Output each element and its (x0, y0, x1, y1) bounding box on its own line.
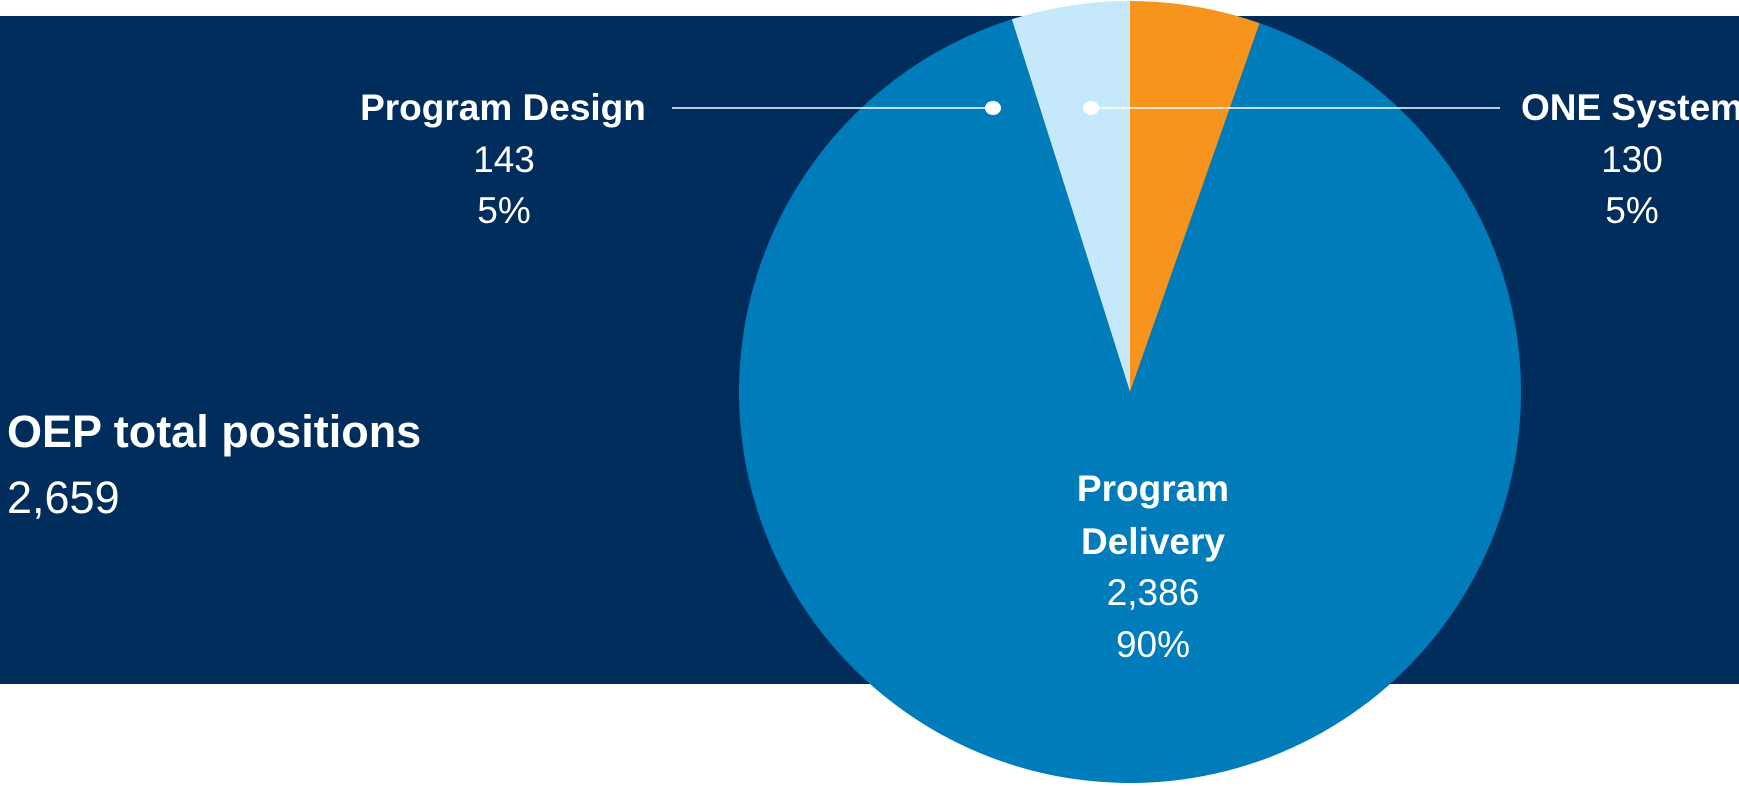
callout-program-delivery: Program Delivery 2,386 90% (1077, 468, 1229, 665)
slice-percent-one-system: 5% (1605, 190, 1658, 231)
total-positions-value: 2,659 (7, 472, 120, 523)
slice-percent-program-delivery: 90% (1116, 624, 1190, 665)
slice-label-program-delivery-line1: Program (1077, 468, 1229, 509)
callout-program-design: Program Design 143 5% (360, 87, 1001, 231)
slice-value-one-system: 130 (1601, 139, 1663, 180)
slice-value-program-delivery: 2,386 (1107, 572, 1200, 613)
callout-one-system: ONE System 130 5% (1083, 87, 1739, 231)
pie-slice-program-design (1130, 1, 1260, 392)
slice-label-program-delivery-line2: Delivery (1081, 521, 1225, 562)
pie-slice-program-delivery (739, 19, 1521, 783)
leader-dot-one-system (1083, 101, 1099, 115)
slice-value-program-design: 143 (473, 139, 535, 180)
slice-label-one-system: ONE System (1521, 87, 1739, 128)
slice-label-program-design: Program Design (360, 87, 646, 128)
slice-percent-program-design: 5% (477, 190, 530, 231)
total-positions-title: OEP total positions (7, 406, 422, 457)
leader-dot-program-design (985, 101, 1001, 115)
pie-slice-one-system (1011, 1, 1130, 392)
pie-slices (739, 1, 1521, 783)
